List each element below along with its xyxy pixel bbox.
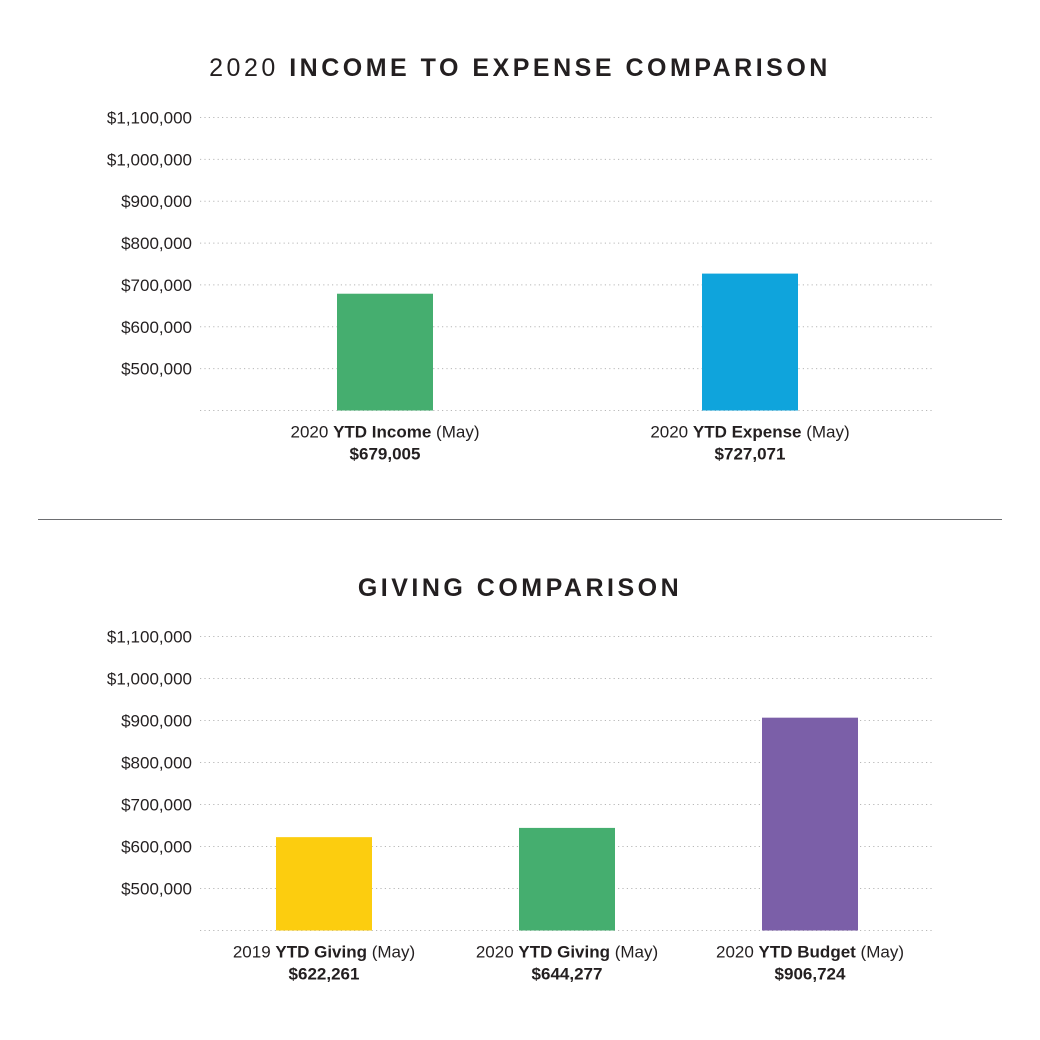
value-label: $644,277 bbox=[532, 965, 603, 984]
bar bbox=[519, 828, 615, 931]
value-label: $906,724 bbox=[775, 965, 846, 984]
category-label: 2020 YTD Budget (May) bbox=[716, 943, 904, 962]
y-tick-label: $1,100,000 bbox=[107, 628, 192, 647]
category-label: 2020 YTD Giving (May) bbox=[476, 943, 658, 962]
y-tick-label: $900,000 bbox=[121, 712, 192, 731]
bar bbox=[762, 718, 858, 931]
y-tick-label: $500,000 bbox=[121, 880, 192, 899]
value-label: $622,261 bbox=[289, 965, 360, 984]
y-tick-label: $1,000,000 bbox=[107, 670, 192, 689]
category-label: 2019 YTD Giving (May) bbox=[233, 943, 415, 962]
y-tick-label: $600,000 bbox=[121, 838, 192, 857]
giving-comparison-chart: $1,100,000 $1,000,000 $900,000 $800,000 $700… bbox=[0, 0, 1040, 1040]
bar bbox=[276, 837, 372, 930]
y-tick-label: $700,000 bbox=[121, 796, 192, 815]
y-tick-label: $800,000 bbox=[121, 754, 192, 773]
